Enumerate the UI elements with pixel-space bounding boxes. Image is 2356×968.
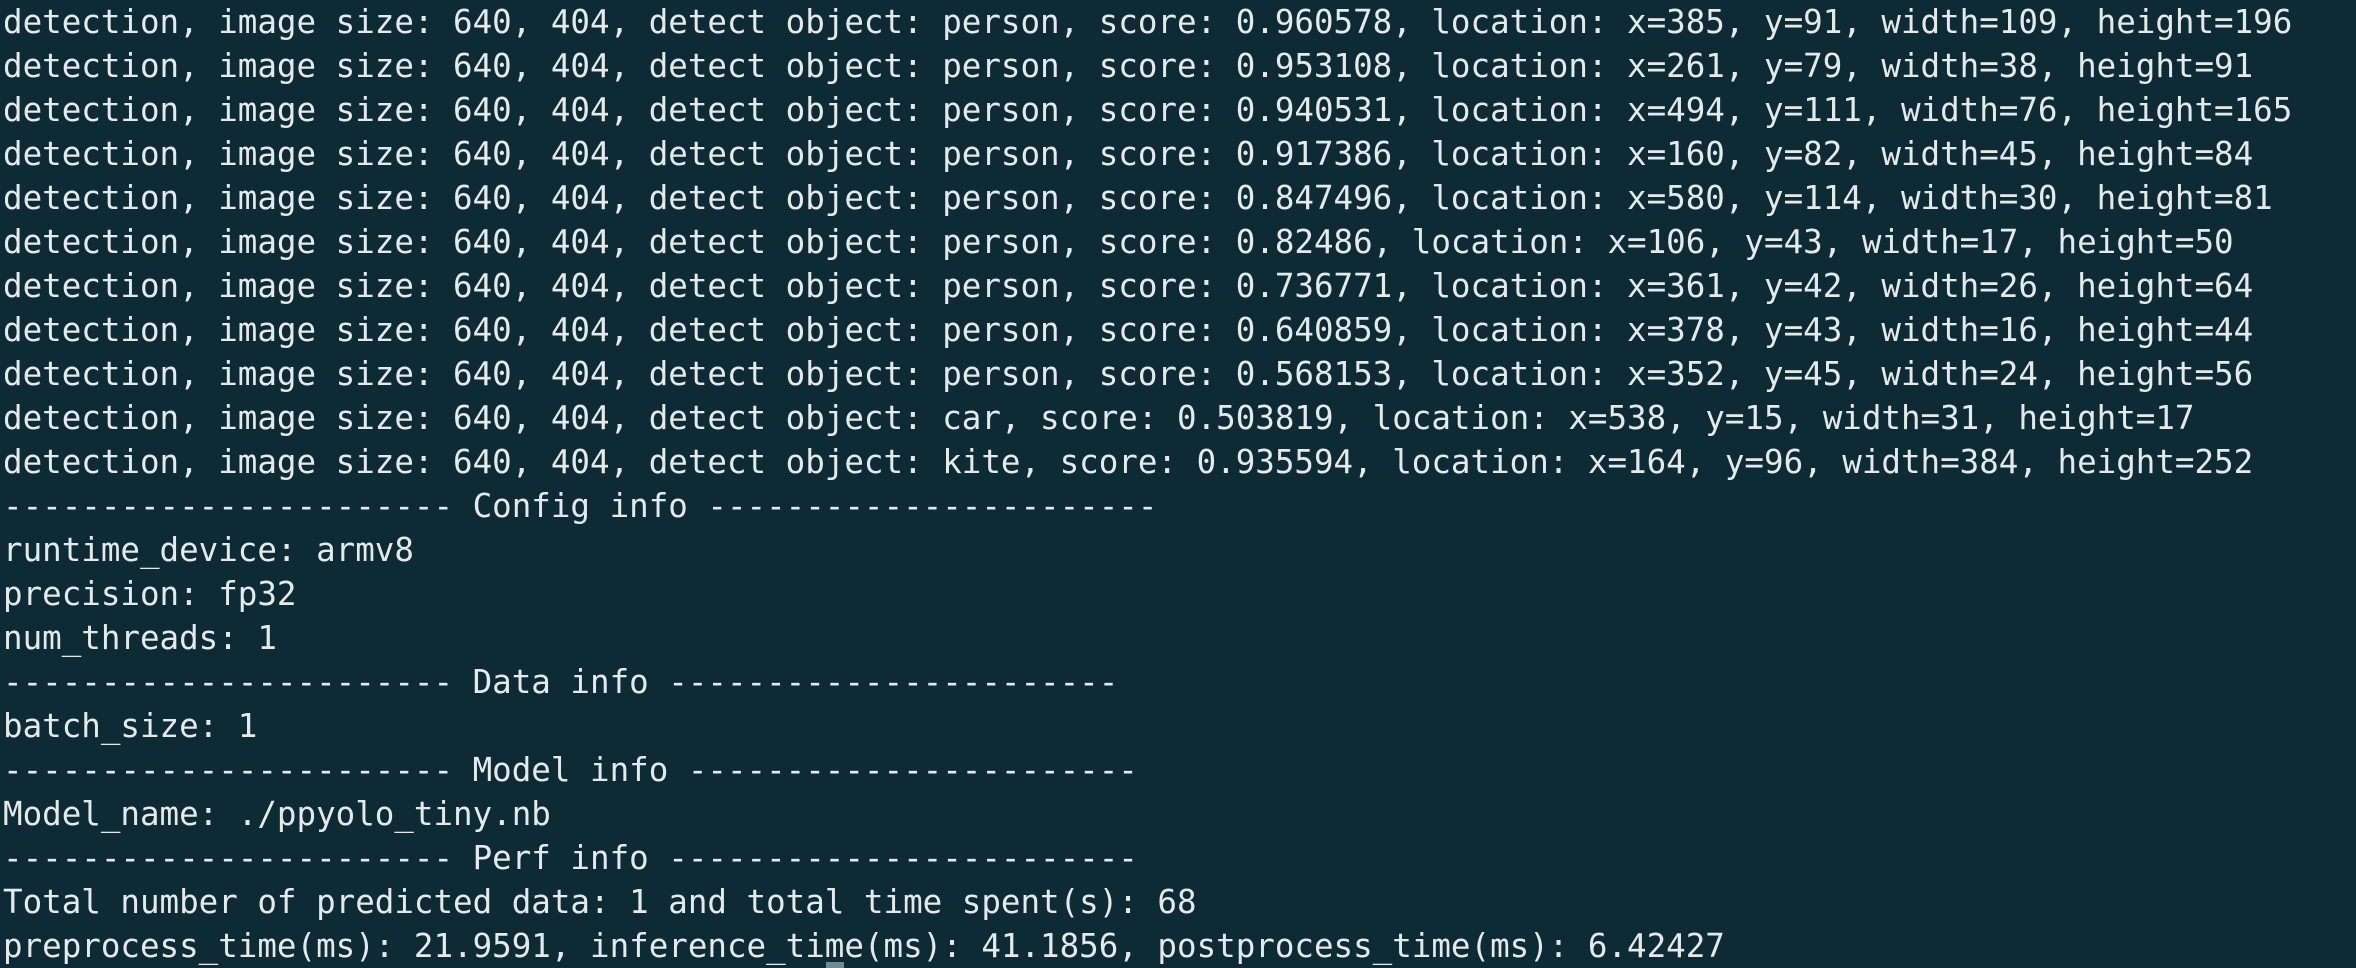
terminal-line: detection, image size: 640, 404, detect … xyxy=(3,91,2293,129)
terminal-line: detection, image size: 640, 404, detect … xyxy=(3,267,2254,305)
terminal-line: detection, image size: 640, 404, detect … xyxy=(3,3,2293,41)
terminal-line: detection, image size: 640, 404, detect … xyxy=(3,135,2254,173)
terminal-line: ----------------------- Data info ------… xyxy=(3,663,1119,701)
terminal-line: detection, image size: 640, 404, detect … xyxy=(3,179,2273,217)
terminal-line: ----------------------- Config info ----… xyxy=(3,487,1158,525)
terminal-line: runtime_device: armv8 xyxy=(3,531,414,569)
cursor xyxy=(826,962,844,968)
terminal-line: num_threads: 1 xyxy=(3,619,277,657)
terminal-line: detection, image size: 640, 404, detect … xyxy=(3,355,2254,393)
terminal-line: detection, image size: 640, 404, detect … xyxy=(3,223,2234,261)
terminal-line: Total number of predicted data: 1 and to… xyxy=(3,883,1197,921)
terminal-line: batch_size: 1 xyxy=(3,707,258,745)
terminal-line: detection, image size: 640, 404, detect … xyxy=(3,311,2254,349)
terminal-line: ----------------------- Model info -----… xyxy=(3,751,1138,789)
terminal-line: detection, image size: 640, 404, detect … xyxy=(3,443,2254,481)
terminal-line: detection, image size: 640, 404, detect … xyxy=(3,399,2195,437)
terminal-line: precision: fp32 xyxy=(3,575,297,613)
terminal-line: Model_name: ./ppyolo_tiny.nb xyxy=(3,795,551,833)
terminal-line: preprocess_time(ms): 21.9591, inference_… xyxy=(3,927,1725,965)
terminal-line: detection, image size: 640, 404, detect … xyxy=(3,47,2254,85)
terminal-line: ----------------------- Perf info ------… xyxy=(3,839,1138,877)
